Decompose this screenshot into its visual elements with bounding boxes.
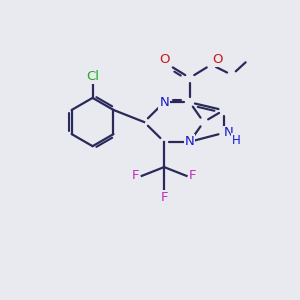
Text: F: F xyxy=(189,169,196,182)
Text: N: N xyxy=(159,96,169,109)
Text: N: N xyxy=(224,126,233,140)
Text: F: F xyxy=(160,190,168,204)
Text: O: O xyxy=(212,53,223,66)
Text: F: F xyxy=(132,169,140,182)
Text: N: N xyxy=(185,135,195,148)
Text: H: H xyxy=(232,134,241,147)
Text: Cl: Cl xyxy=(86,70,99,83)
Text: O: O xyxy=(160,53,170,66)
